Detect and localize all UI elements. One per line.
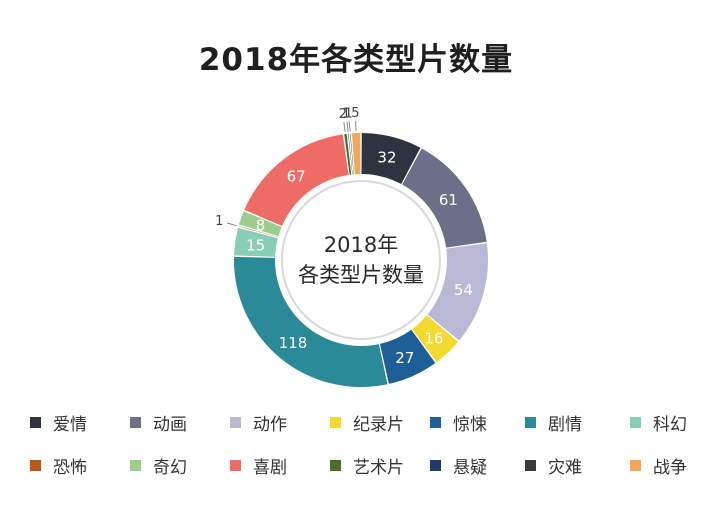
leader-line-7 — [226, 222, 237, 227]
legend-swatch-0 — [30, 417, 41, 428]
slice-7 — [238, 225, 279, 238]
legend-item-8: 奇幻 — [130, 453, 187, 478]
legend-swatch-10 — [330, 460, 341, 471]
data-label-10: 2 — [339, 107, 347, 122]
center-label-1: 各类型片数量 — [298, 263, 424, 287]
legend-swatch-11 — [430, 460, 441, 471]
legend-label-1: 动画 — [153, 415, 187, 435]
data-label-4: 27 — [395, 349, 414, 367]
slice-1 — [402, 148, 487, 248]
data-label-3: 16 — [424, 330, 443, 348]
center-label-0: 2018年 — [324, 233, 398, 257]
data-label-13: 5 — [351, 106, 359, 121]
legend-label-3: 纪录片 — [353, 415, 404, 435]
slice-5 — [234, 256, 388, 387]
legend-label-13: 战争 — [653, 458, 687, 478]
legend-label-0: 爱情 — [53, 415, 87, 435]
slice-4 — [379, 329, 436, 384]
legend-label-11: 悬疑 — [453, 458, 487, 478]
legend-item-7: 恐怖 — [30, 453, 87, 478]
legend-swatch-4 — [430, 417, 441, 428]
legend-item-6: 科幻 — [630, 410, 687, 435]
data-label-6: 15 — [246, 236, 265, 254]
leader-line-12 — [348, 121, 351, 132]
legend-item-4: 惊悚 — [430, 410, 487, 435]
legend-item-1: 动画 — [130, 410, 187, 435]
slice-6 — [234, 227, 278, 257]
legend-swatch-9 — [230, 460, 241, 471]
leader-line-11 — [346, 121, 349, 132]
slice-0 — [361, 133, 421, 184]
legend-item-12: 灾难 — [525, 453, 582, 478]
legend-swatch-5 — [525, 417, 536, 428]
center-circle — [281, 180, 441, 340]
legend-swatch-7 — [30, 460, 41, 471]
legend-item-0: 爱情 — [30, 410, 87, 435]
legend-label-10: 艺术片 — [353, 458, 404, 478]
leader-line-10 — [343, 121, 346, 133]
legend-swatch-8 — [130, 460, 141, 471]
legend-swatch-2 — [230, 417, 241, 428]
data-label-12: 1 — [344, 107, 352, 122]
slice-8 — [239, 211, 282, 236]
legend-item-11: 悬疑 — [430, 453, 487, 478]
slice-11 — [348, 133, 353, 175]
data-label-1: 61 — [439, 191, 458, 209]
slice-12 — [350, 133, 354, 175]
legend-swatch-6 — [630, 417, 641, 428]
legend-item-13: 战争 — [630, 453, 687, 478]
legend-label-2: 动作 — [253, 415, 287, 435]
legend-item-5: 剧情 — [525, 410, 582, 435]
legend-label-9: 喜剧 — [253, 458, 287, 478]
data-label-11: 1 — [342, 107, 350, 122]
data-label-0: 32 — [377, 149, 396, 167]
legend-swatch-12 — [525, 460, 536, 471]
data-label-7: 1 — [215, 214, 223, 229]
data-label-5: 118 — [279, 334, 308, 352]
chart-title: 2018年各类型片数量 — [198, 42, 514, 78]
legend-swatch-3 — [330, 417, 341, 428]
slice-3 — [412, 315, 459, 363]
legend-item-2: 动作 — [230, 410, 287, 435]
legend-swatch-1 — [130, 417, 141, 428]
legend-label-8: 奇幻 — [153, 458, 187, 478]
legend-label-4: 惊悚 — [453, 415, 487, 435]
legend-item-3: 纪录片 — [330, 410, 404, 435]
slice-13 — [351, 133, 361, 175]
data-label-2: 54 — [454, 281, 473, 299]
legend-label-5: 剧情 — [548, 415, 582, 435]
slice-10 — [344, 133, 352, 175]
legend-label-7: 恐怖 — [53, 458, 87, 478]
legend-item-10: 艺术片 — [330, 453, 404, 478]
slice-2 — [427, 243, 488, 341]
data-label-9: 67 — [287, 168, 306, 186]
legend-swatch-13 — [630, 460, 641, 471]
legend-item-9: 喜剧 — [230, 453, 287, 478]
legend-label-12: 灾难 — [548, 458, 582, 478]
slice-9 — [244, 134, 349, 227]
legend-label-6: 科幻 — [653, 415, 687, 435]
data-label-8: 8 — [256, 217, 266, 235]
